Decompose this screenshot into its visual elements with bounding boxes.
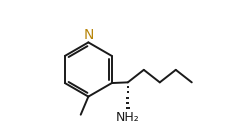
Text: NH₂: NH₂ [116,111,140,124]
Text: N: N [83,28,94,42]
